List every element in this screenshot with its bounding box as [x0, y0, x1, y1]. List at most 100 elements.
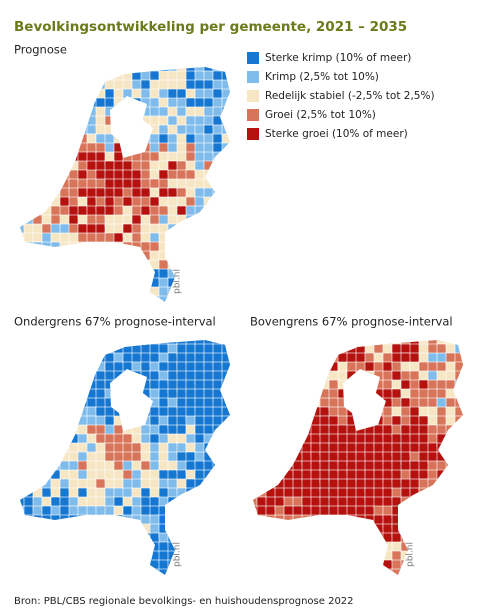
municipality	[301, 559, 315, 571]
municipality	[23, 250, 34, 261]
municipality	[104, 232, 116, 247]
municipality	[253, 406, 258, 418]
municipality	[50, 532, 62, 546]
municipality	[221, 415, 230, 429]
municipality	[194, 268, 207, 279]
municipality	[131, 133, 144, 148]
municipality	[464, 389, 475, 401]
municipality	[122, 133, 133, 146]
municipality	[122, 106, 137, 117]
municipality	[167, 295, 181, 302]
municipality	[253, 550, 259, 561]
municipality	[59, 106, 70, 119]
municipality	[185, 250, 199, 264]
municipality	[68, 70, 82, 84]
municipality	[23, 268, 35, 279]
municipality	[203, 259, 216, 273]
municipality	[373, 550, 384, 563]
municipality	[50, 496, 62, 507]
municipality	[176, 388, 188, 400]
municipality	[221, 214, 230, 227]
municipality	[221, 496, 230, 509]
municipality	[418, 496, 431, 509]
municipality	[20, 259, 25, 270]
municipality	[355, 340, 367, 346]
municipality	[50, 286, 63, 297]
municipality	[337, 568, 351, 575]
municipality	[113, 277, 127, 290]
municipality	[20, 250, 28, 263]
municipality	[86, 268, 98, 281]
municipality	[464, 362, 475, 373]
municipality	[221, 115, 230, 129]
municipality	[256, 379, 269, 394]
municipality	[231, 452, 243, 463]
municipality	[274, 451, 285, 465]
municipality	[418, 532, 431, 545]
municipality	[50, 268, 64, 279]
municipality	[122, 550, 137, 565]
municipality	[86, 514, 99, 525]
municipality	[464, 497, 477, 510]
municipality	[256, 514, 267, 526]
municipality	[221, 340, 230, 346]
municipality	[221, 277, 230, 291]
municipality	[41, 142, 54, 156]
municipality	[95, 70, 109, 81]
municipality	[77, 286, 90, 301]
municipality	[140, 142, 152, 153]
municipality	[104, 514, 116, 525]
municipality	[212, 451, 226, 463]
municipality	[32, 250, 45, 263]
municipality	[32, 424, 43, 436]
municipality	[131, 532, 145, 543]
municipality	[231, 479, 243, 491]
municipality	[319, 559, 330, 570]
municipality	[253, 559, 259, 570]
municipality	[20, 469, 26, 483]
municipality	[131, 352, 143, 364]
municipality	[283, 550, 296, 563]
municipality	[32, 451, 43, 465]
municipality	[50, 343, 63, 354]
municipality	[436, 559, 449, 571]
municipality	[445, 433, 456, 444]
municipality	[364, 541, 377, 554]
municipality	[253, 340, 262, 347]
municipality	[86, 361, 97, 372]
municipality	[445, 469, 457, 482]
municipality	[86, 286, 97, 297]
municipality	[373, 541, 385, 555]
municipality	[20, 295, 28, 302]
municipality	[113, 115, 127, 130]
municipality	[355, 568, 366, 575]
municipality	[122, 259, 136, 273]
municipality	[418, 505, 433, 517]
municipality	[301, 361, 313, 373]
municipality	[253, 469, 259, 483]
municipality	[418, 514, 430, 528]
municipality	[355, 343, 367, 355]
municipality	[409, 514, 420, 528]
municipality	[86, 397, 98, 408]
municipality	[20, 379, 25, 392]
municipality	[222, 305, 231, 315]
municipality	[59, 550, 74, 564]
municipality	[59, 433, 71, 446]
municipality	[122, 205, 134, 217]
panel-title: Bovengrens 67% prognose-interval	[250, 315, 453, 329]
municipality	[167, 460, 179, 471]
municipality	[95, 268, 109, 280]
municipality	[23, 259, 35, 273]
municipality	[212, 277, 225, 289]
municipality	[454, 559, 463, 572]
municipality	[23, 295, 36, 302]
municipality	[418, 541, 430, 555]
municipality	[77, 67, 88, 73]
municipality	[292, 541, 305, 556]
municipality	[68, 397, 79, 409]
municipality	[253, 352, 261, 365]
municipality	[95, 559, 108, 571]
municipality	[265, 352, 277, 365]
municipality	[122, 142, 133, 153]
